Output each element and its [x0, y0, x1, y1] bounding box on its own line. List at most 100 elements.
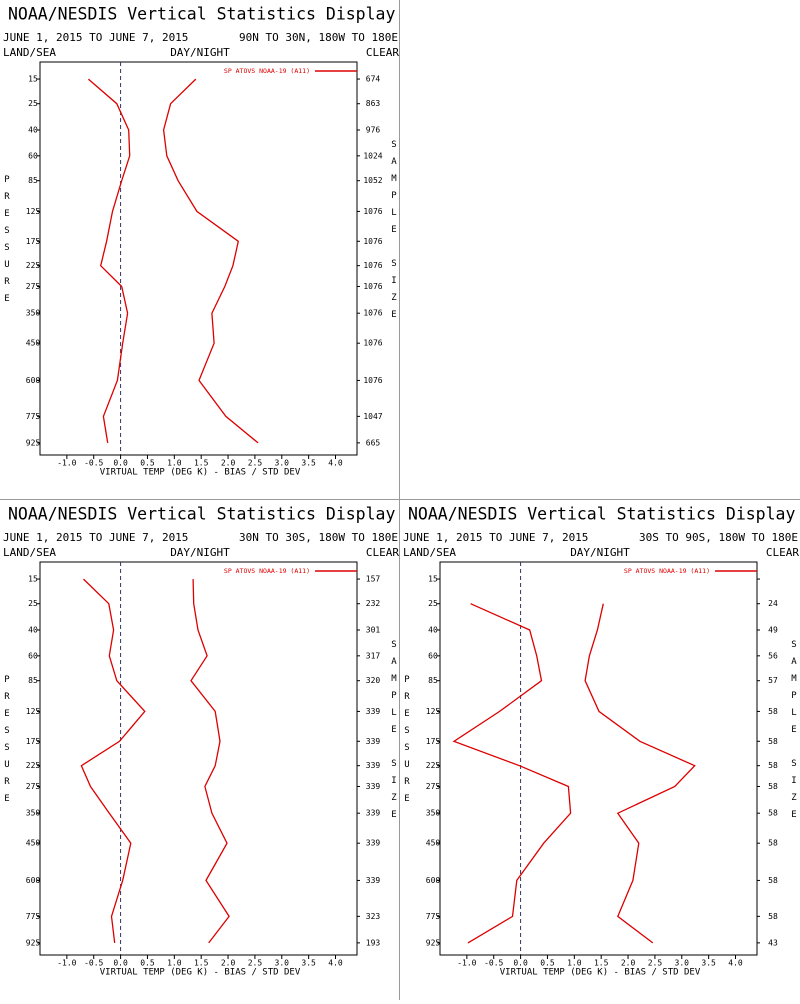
filter-label: LAND/SEA — [3, 546, 56, 559]
x-tick-label: 4.0 — [728, 959, 743, 968]
sample-size: 58 — [768, 809, 778, 818]
x-tick-label: 0.0 — [513, 959, 528, 968]
y-tick-label: 925 — [26, 438, 41, 447]
sample-size: 24 — [768, 599, 778, 608]
y-tick-label: 775 — [426, 912, 441, 921]
x-tick-label: 0.0 — [113, 959, 128, 968]
y-tick-label: 175 — [26, 237, 41, 246]
x-tick-label: 3.0 — [275, 459, 290, 468]
plot-frame — [39, 561, 358, 956]
y-tick-label: 600 — [26, 876, 41, 885]
sample-size: 157 — [366, 575, 381, 584]
chart-panel: NOAA/NESDIS Vertical Statistics Display J… — [400, 500, 800, 1000]
sample-size: 339 — [366, 809, 381, 818]
y-tick-label: 25 — [428, 599, 438, 608]
region: 30S TO 90S, 180W TO 180E — [639, 531, 798, 544]
sample-size: 1024 — [363, 151, 382, 160]
y-tick-label: 15 — [28, 575, 38, 584]
chart: NOAA/NESDIS Vertical Statistics Display J… — [403, 505, 799, 978]
sample-size: 339 — [366, 839, 381, 848]
region: 30N TO 30S, 180W TO 180E — [239, 531, 398, 544]
legend-label: SP ATOVS NOAA-19 (A11) — [224, 67, 310, 75]
title: NOAA/NESDIS Vertical Statistics Display — [8, 505, 395, 524]
subtitle: JUNE 1, 2015 TO JUNE 7, 2015 — [403, 531, 588, 544]
sample-size: 193 — [366, 938, 381, 947]
filter-label: DAY/NIGHT — [170, 46, 230, 59]
y-tick-label: 350 — [426, 809, 441, 818]
sample-size: 232 — [366, 599, 381, 608]
title: NOAA/NESDIS Vertical Statistics Display — [8, 5, 395, 24]
sample-size: 1076 — [363, 309, 382, 318]
x-tick-label: -0.5 — [84, 459, 103, 468]
x-tick-label: -1.0 — [57, 459, 76, 468]
sample-size: 339 — [366, 761, 381, 770]
series-line — [584, 603, 696, 944]
x-tick-label: 1.5 — [194, 459, 209, 468]
sample-size: 317 — [366, 651, 381, 660]
x-tick-label: 2.0 — [621, 959, 636, 968]
y-tick-label: 175 — [26, 737, 41, 746]
x-tick-label: 3.0 — [275, 959, 290, 968]
x-axis-label: VIRTUAL TEMP (DEG K) - BIAS / STD DEV — [100, 468, 301, 478]
sample-size: 1076 — [363, 339, 382, 348]
sample-size: 58 — [768, 876, 778, 885]
x-axis-label: VIRTUAL TEMP (DEG K) - BIAS / STD DEV — [100, 968, 301, 978]
sample-size: 339 — [366, 707, 381, 716]
sample-size: 56 — [768, 651, 778, 660]
y-axis-label: PRESSURE — [2, 175, 12, 311]
y-tick-label: 225 — [26, 261, 41, 270]
sample-size: 339 — [366, 876, 381, 885]
subtitle: JUNE 1, 2015 TO JUNE 7, 2015 — [3, 31, 188, 44]
sample-size: 323 — [366, 912, 381, 921]
sample-size: 339 — [366, 737, 381, 746]
sample-size: 1076 — [363, 207, 382, 216]
x-tick-label: 0.5 — [140, 959, 155, 968]
x-tick-label: 2.5 — [248, 459, 263, 468]
sample-size: 320 — [366, 676, 381, 685]
sample-size: 1076 — [363, 282, 382, 291]
y-tick-label: 125 — [26, 207, 41, 216]
sample-size: 58 — [768, 782, 778, 791]
y-tick-label: 275 — [26, 282, 41, 291]
x-tick-label: 3.5 — [701, 959, 716, 968]
sample-size: 339 — [366, 782, 381, 791]
y-tick-label: 450 — [26, 339, 41, 348]
filter-label: LAND/SEA — [403, 546, 456, 559]
y-tick-label: 60 — [28, 651, 38, 660]
divider — [0, 499, 800, 500]
sample-size: 1076 — [363, 376, 382, 385]
x-tick-label: -0.5 — [484, 959, 503, 968]
y-tick-label: 600 — [26, 376, 41, 385]
chart: NOAA/NESDIS Vertical Statistics Display J… — [3, 5, 399, 478]
title: NOAA/NESDIS Vertical Statistics Display — [408, 505, 795, 524]
filter-label: DAY/NIGHT — [170, 546, 230, 559]
y-tick-label: 85 — [28, 676, 38, 685]
sample-size: 43 — [768, 938, 778, 947]
x-tick-label: 1.0 — [567, 959, 582, 968]
y-tick-label: 25 — [28, 99, 38, 108]
sample-size: 58 — [768, 737, 778, 746]
y-tick-label: 175 — [426, 737, 441, 746]
sample-size: 58 — [768, 707, 778, 716]
x-tick-label: 0.5 — [540, 959, 555, 968]
series-line — [452, 603, 572, 944]
x-tick-label: 1.0 — [167, 459, 182, 468]
y-tick-label: 275 — [26, 782, 41, 791]
y-tick-label: 225 — [426, 761, 441, 770]
y2-axis-label: SAMPLE SIZE — [789, 640, 799, 827]
sample-size: 1047 — [363, 412, 382, 421]
x-tick-label: 2.5 — [248, 959, 263, 968]
sample-size: 976 — [366, 125, 381, 134]
filter-label: CLEAR — [766, 546, 799, 559]
plot-frame — [39, 61, 358, 456]
sample-size: 1076 — [363, 237, 382, 246]
x-tick-label: 2.0 — [221, 959, 236, 968]
y2-axis-label: SAMPLE SIZE — [389, 640, 399, 827]
x-tick-label: 1.0 — [167, 959, 182, 968]
y-tick-label: 40 — [28, 625, 38, 634]
sample-size: 863 — [366, 99, 381, 108]
x-tick-label: 3.5 — [301, 459, 316, 468]
sample-size: 58 — [768, 839, 778, 848]
legend-label: SP ATOVS NOAA-19 (A11) — [224, 567, 310, 575]
